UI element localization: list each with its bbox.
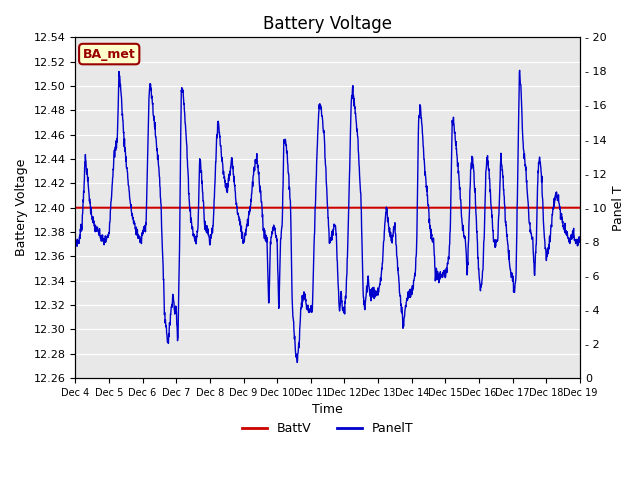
X-axis label: Time: Time	[312, 403, 343, 417]
Y-axis label: Panel T: Panel T	[612, 185, 625, 230]
Legend: BattV, PanelT: BattV, PanelT	[237, 417, 419, 440]
Title: Battery Voltage: Battery Voltage	[263, 15, 392, 33]
Text: BA_met: BA_met	[83, 48, 136, 60]
Y-axis label: Battery Voltage: Battery Voltage	[15, 159, 28, 256]
